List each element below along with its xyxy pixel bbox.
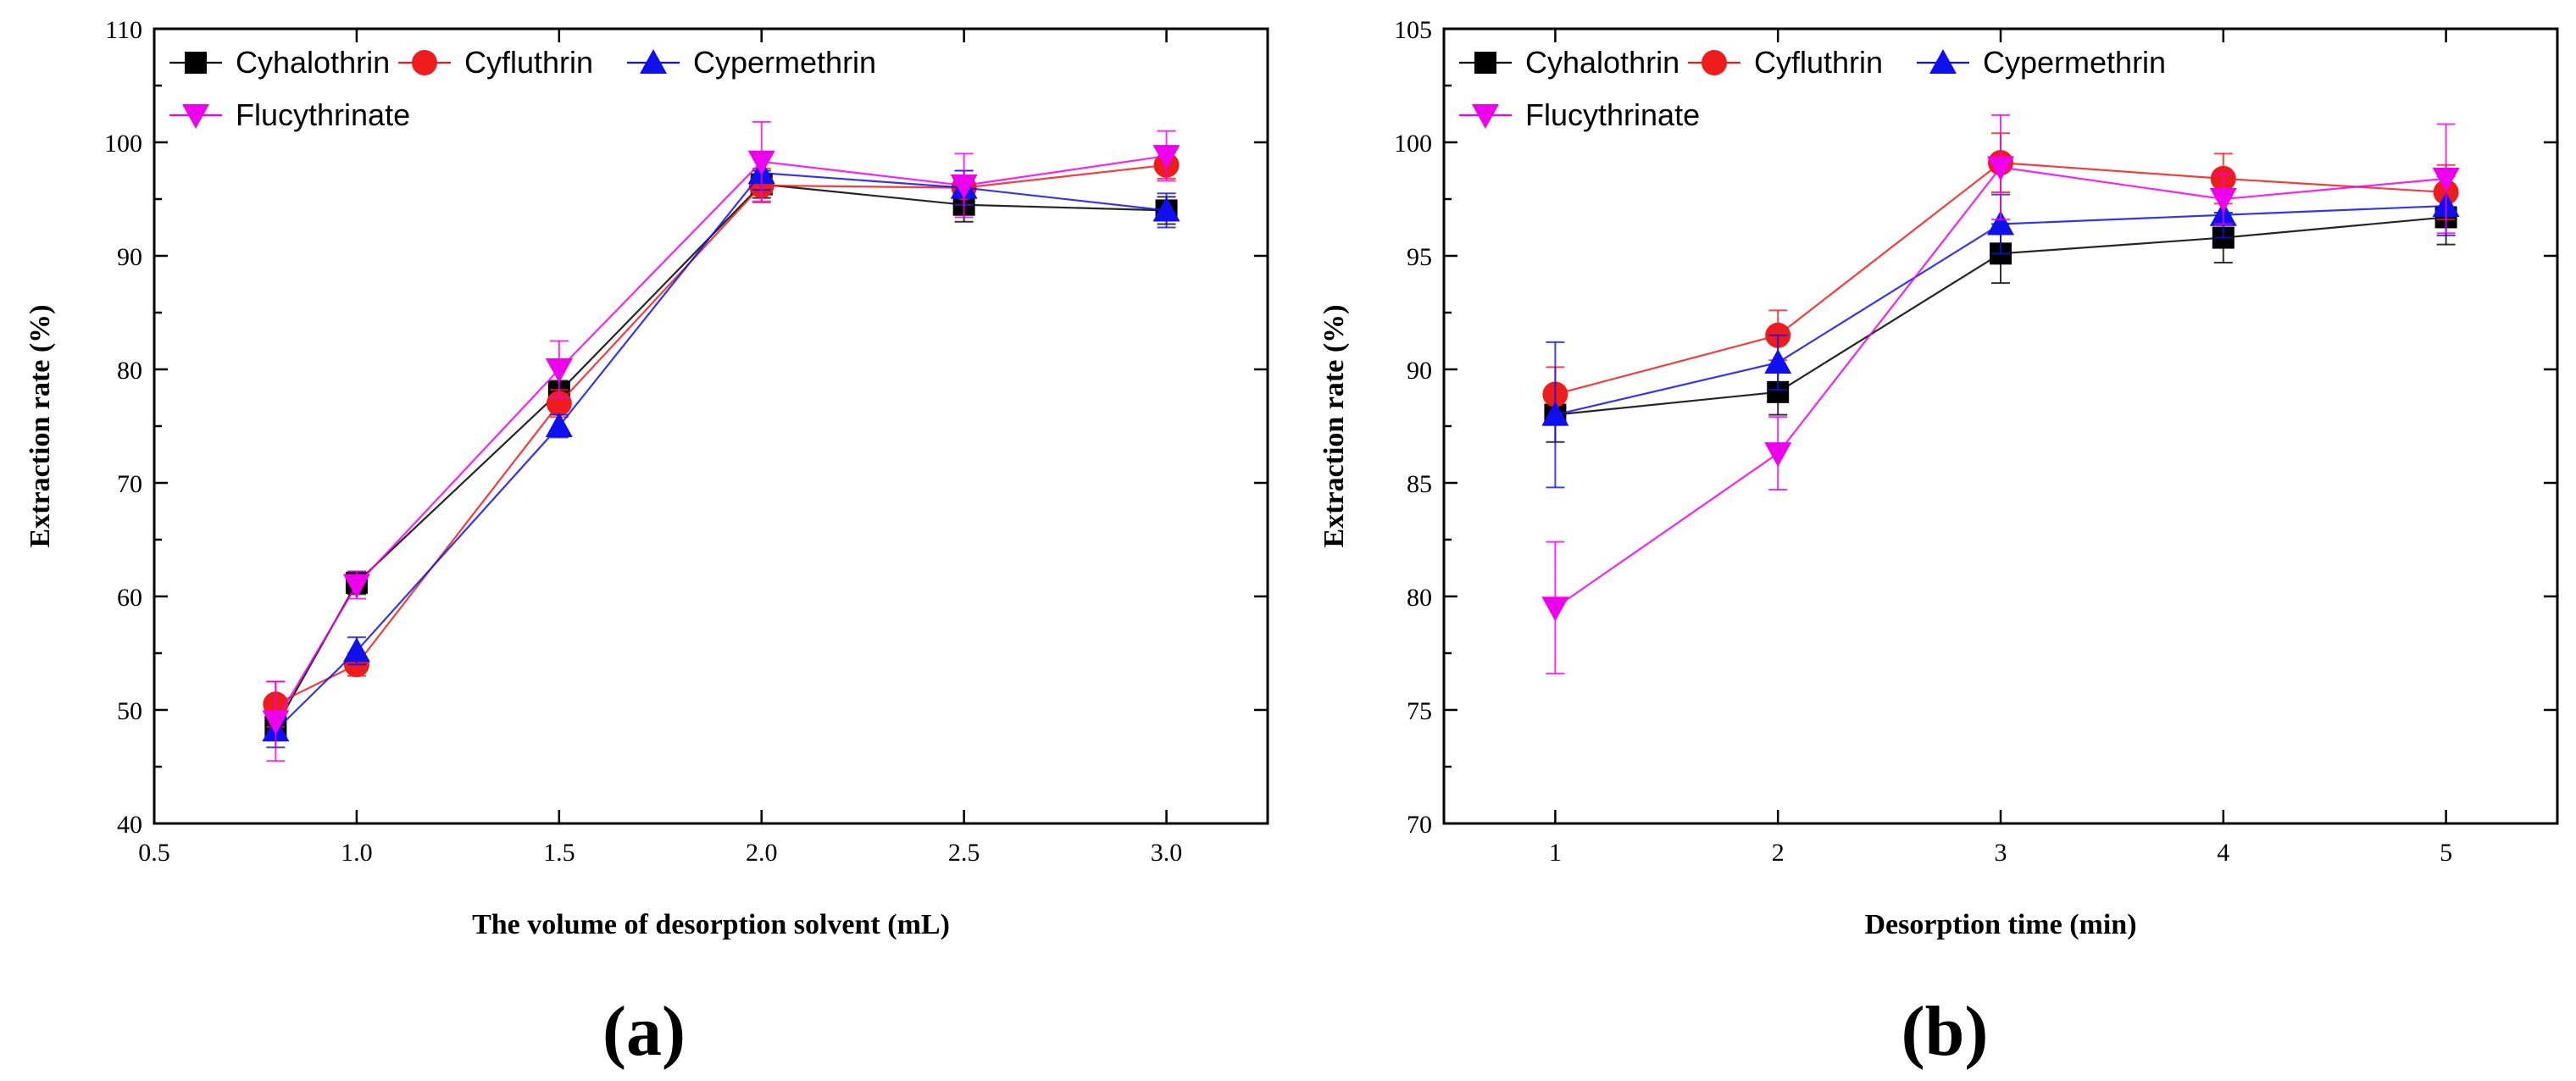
legend-entry-flucythrinate: Flucythrinate: [169, 97, 410, 132]
y-tick-label: 95: [1407, 243, 1432, 271]
data-point: [2209, 188, 2237, 213]
legend-marker: [412, 50, 437, 75]
panel-label: (a): [602, 992, 686, 1071]
x-tick-label: 5: [2440, 839, 2452, 867]
data-point: [545, 413, 573, 437]
y-tick-label: 90: [117, 243, 142, 271]
legend-entry-cyfluthrin: Cyfluthrin: [398, 45, 593, 80]
x-tick-label: 2.0: [746, 839, 778, 867]
y-tick-label: 60: [117, 584, 142, 612]
legend-marker: [1472, 104, 1499, 129]
y-tick-label: 70: [1407, 811, 1432, 839]
y-axis-title: Extraction rate (%): [1319, 304, 1350, 547]
data-point: [1987, 210, 2014, 236]
legend-marker: [1474, 52, 1496, 74]
chart-panel-b: 70 75 80 85 90 95 100 105 1 2 3 4 5 Desorption time (…: [1319, 16, 2559, 1071]
x-tick-label: 1.5: [543, 839, 575, 867]
y-axis-title: Extraction rate (%): [25, 304, 56, 547]
y-tick-label: 85: [1407, 470, 1432, 498]
plot-frame: [153, 27, 1269, 825]
x-tick-label: 3.0: [1151, 839, 1183, 867]
legend-marker: [1929, 49, 1957, 74]
data-point: [747, 150, 775, 175]
series-flucythrinate: [1541, 114, 2460, 675]
data-point: [342, 637, 370, 662]
x-tick-label: 2: [1772, 839, 1785, 867]
data-point: [950, 174, 978, 199]
y-tick-label: 100: [1394, 130, 1432, 158]
legend-entry-cypermethrin: Cypermethrin: [627, 45, 876, 80]
chart-panel-a: 40 50 60 70 80 90 100 110 0.5 1.0 1.5 2.0 2.5 3.0 The …: [25, 16, 1269, 1071]
x-tick-label: 4: [2217, 839, 2229, 867]
legend-label: Cypermethrin: [1983, 45, 2166, 80]
data-point: [1541, 401, 1569, 426]
legend-entry-cypermethrin: Cypermethrin: [1917, 45, 2166, 80]
data-point: [545, 358, 573, 383]
legend-entry-flucythrinate: Flucythrinate: [1459, 97, 1700, 132]
series-line: [275, 154, 1167, 722]
y-tick-label: 50: [117, 697, 142, 725]
data-point: [1764, 348, 1792, 374]
legend-label: Flucythrinate: [236, 97, 410, 132]
data-point: [1987, 156, 2014, 181]
series-cypermethrin: [262, 155, 1180, 749]
legend-label: Cyhalothrin: [236, 45, 390, 80]
x-tick-label: 0.5: [138, 839, 170, 867]
data-point: [262, 710, 290, 735]
series-line: [275, 164, 1167, 706]
legend-marker: [640, 49, 667, 74]
legend-label: Cyfluthrin: [1754, 45, 1883, 80]
legend-label: Cyfluthrin: [464, 45, 593, 80]
data-point: [342, 574, 370, 599]
data-point: [1764, 442, 1792, 468]
x-axis-title: Desorption time (min): [1864, 909, 2136, 940]
series-line: [275, 183, 1167, 728]
legend-entry-cyfluthrin: Cyfluthrin: [1688, 45, 1883, 80]
legend-marker: [185, 52, 207, 74]
x-tick-label: 3: [1995, 839, 2007, 867]
y-tick-label: 40: [117, 811, 142, 839]
data-point: [1541, 596, 1569, 622]
legend-label: Cypermethrin: [693, 45, 876, 80]
x-tick-label: 1.0: [341, 839, 373, 867]
y-tick-label: 90: [1407, 357, 1432, 385]
panel-label: (b): [1901, 992, 1989, 1071]
x-axis-title: The volume of desorption solvent (mL): [472, 909, 950, 940]
legend-marker: [1702, 50, 1727, 75]
y-tick-label: 100: [104, 130, 142, 158]
x-tick-label: 1: [1549, 839, 1562, 867]
data-point: [1152, 145, 1180, 170]
data-point: [1152, 197, 1180, 222]
legend-label: Flucythrinate: [1525, 97, 1700, 132]
series-flucythrinate: [262, 120, 1180, 762]
y-tick-label: 80: [117, 357, 142, 385]
y-tick-label: 70: [117, 470, 142, 498]
series-cyfluthrin: [263, 150, 1180, 729]
y-tick-label: 75: [1407, 697, 1432, 725]
y-tick-label: 110: [105, 16, 142, 44]
series-cyhalothrin: [264, 169, 1178, 742]
legend-entry-cyhalothrin: Cyhalothrin: [169, 45, 390, 80]
legend-label: Cyhalothrin: [1525, 45, 1679, 80]
series-cypermethrin: [1541, 175, 2460, 489]
data-point: [2432, 167, 2460, 192]
y-tick-label: 105: [1394, 16, 1432, 44]
y-tick-label: 80: [1407, 584, 1432, 612]
legend-marker: [182, 104, 209, 129]
legend-entry-cyhalothrin: Cyhalothrin: [1459, 45, 1679, 80]
x-tick-label: 2.5: [948, 839, 980, 867]
series-line: [275, 172, 1167, 731]
